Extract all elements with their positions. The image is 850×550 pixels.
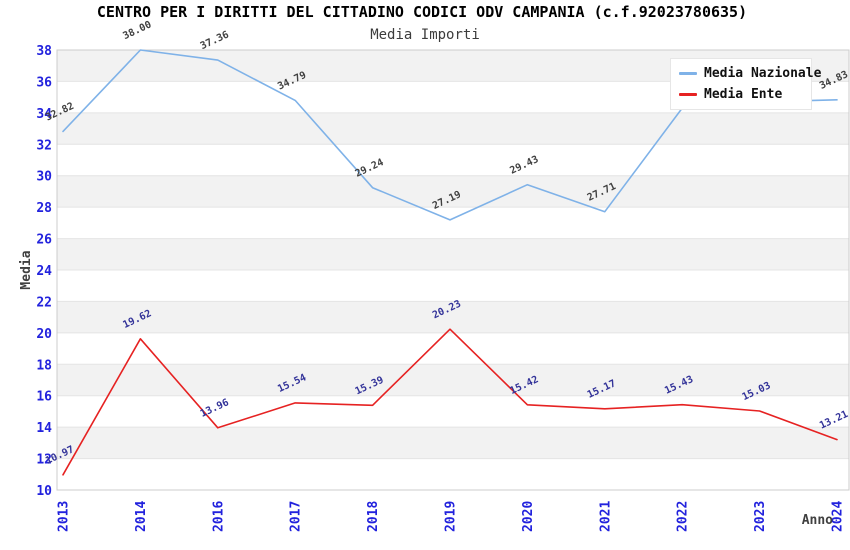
chart-legend: Media Nazionale Media Ente: [670, 58, 821, 110]
y-tick-label: 36: [36, 75, 52, 90]
y-tick-label: 12: [36, 453, 52, 468]
grid-band: [57, 112, 849, 145]
x-tick-label: 2014: [134, 501, 149, 532]
data-point-label: 29.43: [508, 154, 540, 177]
data-point-label: 37.36: [199, 29, 231, 52]
y-tick-label: 38: [36, 44, 52, 59]
grid-band: [57, 301, 849, 333]
x-tick-label: 2019: [444, 501, 459, 532]
x-tick-label: 2016: [211, 501, 226, 532]
legend-item-media-nazionale: Media Nazionale: [679, 66, 821, 81]
line-media-ente: [62, 328, 838, 476]
grid-band: [57, 364, 849, 396]
y-tick-label: 18: [36, 358, 52, 373]
y-tick-label: 26: [36, 233, 52, 248]
x-tick-label: 2022: [676, 501, 691, 532]
y-tick-label: 22: [36, 295, 52, 310]
y-tick-label: 34: [36, 107, 52, 122]
x-tick-label: 2023: [753, 501, 768, 532]
y-tick-label: 16: [36, 390, 52, 405]
y-tick-label: 10: [36, 484, 52, 499]
y-tick-label: 24: [36, 264, 52, 279]
y-tick-label: 32: [36, 138, 52, 153]
grid-band: [57, 427, 849, 459]
legend-line-sample-nazionale: [679, 72, 697, 75]
data-point-label: 38.00: [121, 19, 153, 42]
y-tick-label: 14: [36, 421, 52, 436]
legend-label-nazionale: Media Nazionale: [704, 66, 822, 81]
x-tick-label: 2013: [57, 501, 72, 532]
x-tick-label: 2017: [289, 501, 304, 532]
chart-subtitle: Media Importi: [370, 27, 480, 43]
x-tick-label: 2020: [521, 501, 536, 532]
grid-band: [57, 238, 849, 270]
legend-line-sample-ente: [679, 93, 697, 96]
y-tick-label: 30: [36, 170, 52, 185]
chart-title: CENTRO PER I DIRITTI DEL CITTADINO CODIC…: [97, 3, 747, 21]
x-tick-label: 2021: [598, 501, 613, 532]
y-tick-label: 20: [36, 327, 52, 342]
grid-band: [57, 175, 849, 208]
x-axis-title: Anno: [802, 513, 833, 528]
legend-item-media-ente: Media Ente: [679, 87, 811, 102]
plot-border: [56, 49, 850, 491]
data-point-label: 13.96: [199, 397, 231, 420]
x-tick-label: 2018: [366, 501, 381, 532]
x-tick-label: 2024: [831, 501, 846, 532]
y-axis-title: Media: [19, 250, 34, 289]
legend-label-ente: Media Ente: [704, 87, 783, 102]
y-tick-label: 28: [36, 201, 52, 216]
